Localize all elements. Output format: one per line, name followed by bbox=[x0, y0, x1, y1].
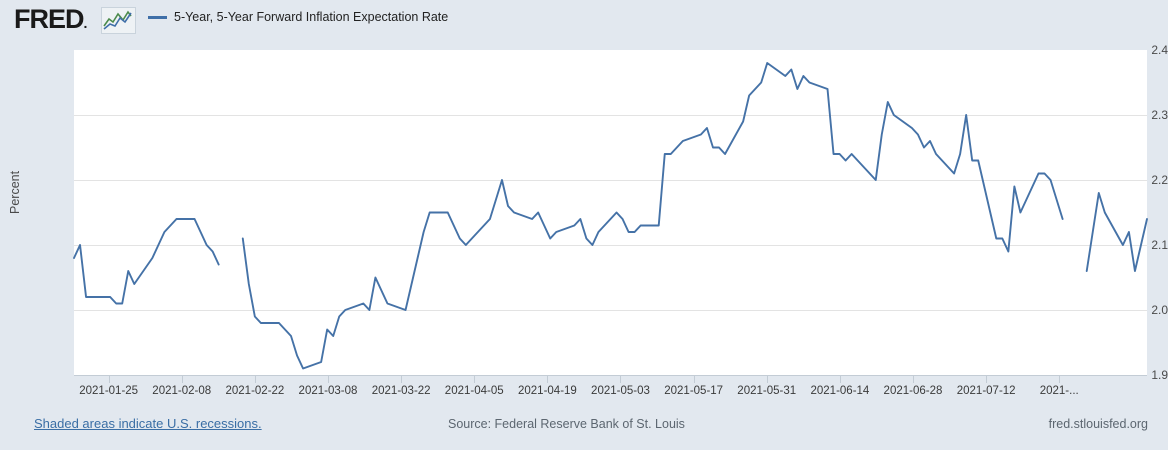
x-axis-tick-label: 2021-04-19 bbox=[517, 385, 577, 397]
x-axis-line bbox=[74, 375, 1147, 376]
fred-logo-text: FRED bbox=[14, 4, 84, 34]
fred-url-text: fred.stlouisfed.org bbox=[1048, 417, 1148, 431]
x-axis-tick-mark bbox=[693, 375, 695, 383]
chart-area: Percent 1.9 2.0 2.1 2.2 2.3 2.4 2021-01-25 202… bbox=[0, 38, 1168, 406]
gridline bbox=[74, 180, 1147, 181]
x-axis-tick-mark bbox=[254, 375, 256, 383]
series-line-chart bbox=[73, 62, 1148, 370]
y-axis-tick-label: 2.4 bbox=[1151, 43, 1168, 57]
x-axis-tick-label: 2021-07-12 bbox=[956, 385, 1016, 397]
x-axis-tick-mark bbox=[986, 375, 988, 383]
x-axis-tick-mark bbox=[839, 375, 841, 383]
x-axis-tick-mark bbox=[108, 375, 110, 383]
sparkline-icon bbox=[101, 7, 136, 34]
x-axis-tick-mark bbox=[474, 375, 476, 383]
series-path bbox=[1085, 192, 1148, 272]
x-axis-tick-label: 2021-01-25 bbox=[79, 385, 139, 397]
gridline bbox=[74, 115, 1147, 116]
y-axis-tick-label: 2.2 bbox=[1151, 173, 1168, 187]
x-axis-tick-label: 2021-03-08 bbox=[298, 385, 358, 397]
y-axis-tick-label: 1.9 bbox=[1151, 368, 1168, 382]
x-axis-tick-mark bbox=[327, 375, 329, 383]
legend-series-label: 5-Year, 5-Year Forward Inflation Expecta… bbox=[174, 10, 449, 24]
chart-header: FRED. 5-Year, 5-Year Forward Inflation E… bbox=[0, 0, 1168, 38]
x-axis-tick-label: 2021-04-05 bbox=[444, 385, 504, 397]
x-axis-tick-mark bbox=[912, 375, 914, 383]
x-axis-tick-label: 2021-02-08 bbox=[152, 385, 212, 397]
y-axis-tick-label: 2.3 bbox=[1151, 108, 1168, 122]
recession-note-link[interactable]: Shaded areas indicate U.S. recessions. bbox=[34, 416, 262, 431]
y-axis-label: Percent bbox=[8, 170, 22, 214]
x-axis-tick-label: 2021-05-03 bbox=[591, 385, 650, 397]
x-axis-tick-mark bbox=[547, 375, 549, 383]
x-axis-tick-label: 2021-06-28 bbox=[883, 385, 943, 397]
x-axis-tick-mark bbox=[1059, 375, 1061, 383]
x-axis-tick-label: 2021-03-22 bbox=[371, 385, 431, 397]
series-path bbox=[73, 218, 220, 305]
gridline bbox=[74, 310, 1147, 311]
fred-logo: FRED. bbox=[14, 4, 88, 37]
plot-area bbox=[73, 50, 1148, 375]
x-axis-tick-label: 2021-05-17 bbox=[664, 385, 724, 397]
source-text: Source: Federal Reserve Bank of St. Loui… bbox=[448, 417, 685, 431]
y-axis-tick-label: 2.0 bbox=[1151, 303, 1168, 317]
x-axis-tick-label: 2021-02-22 bbox=[225, 385, 285, 397]
y-axis-tick-label: 2.1 bbox=[1151, 238, 1168, 252]
chart-footer: Shaded areas indicate U.S. recessions. S… bbox=[0, 406, 1168, 450]
x-axis-tick-label: 2021-06-14 bbox=[810, 385, 870, 397]
x-axis-tick-mark bbox=[401, 375, 403, 383]
x-axis-tick-label: 2021-... bbox=[1039, 385, 1079, 397]
legend-color-swatch bbox=[148, 15, 167, 19]
series-path bbox=[241, 62, 1064, 370]
fred-logo-dot: . bbox=[83, 15, 88, 31]
x-axis-tick-mark bbox=[620, 375, 622, 383]
x-axis-tick-mark bbox=[766, 375, 768, 383]
gridline bbox=[74, 245, 1147, 246]
x-axis-tick-mark bbox=[181, 375, 183, 383]
chart-legend: 5-Year, 5-Year Forward Inflation Expecta… bbox=[148, 10, 448, 24]
x-axis-tick-label: 2021-05-31 bbox=[737, 385, 797, 397]
